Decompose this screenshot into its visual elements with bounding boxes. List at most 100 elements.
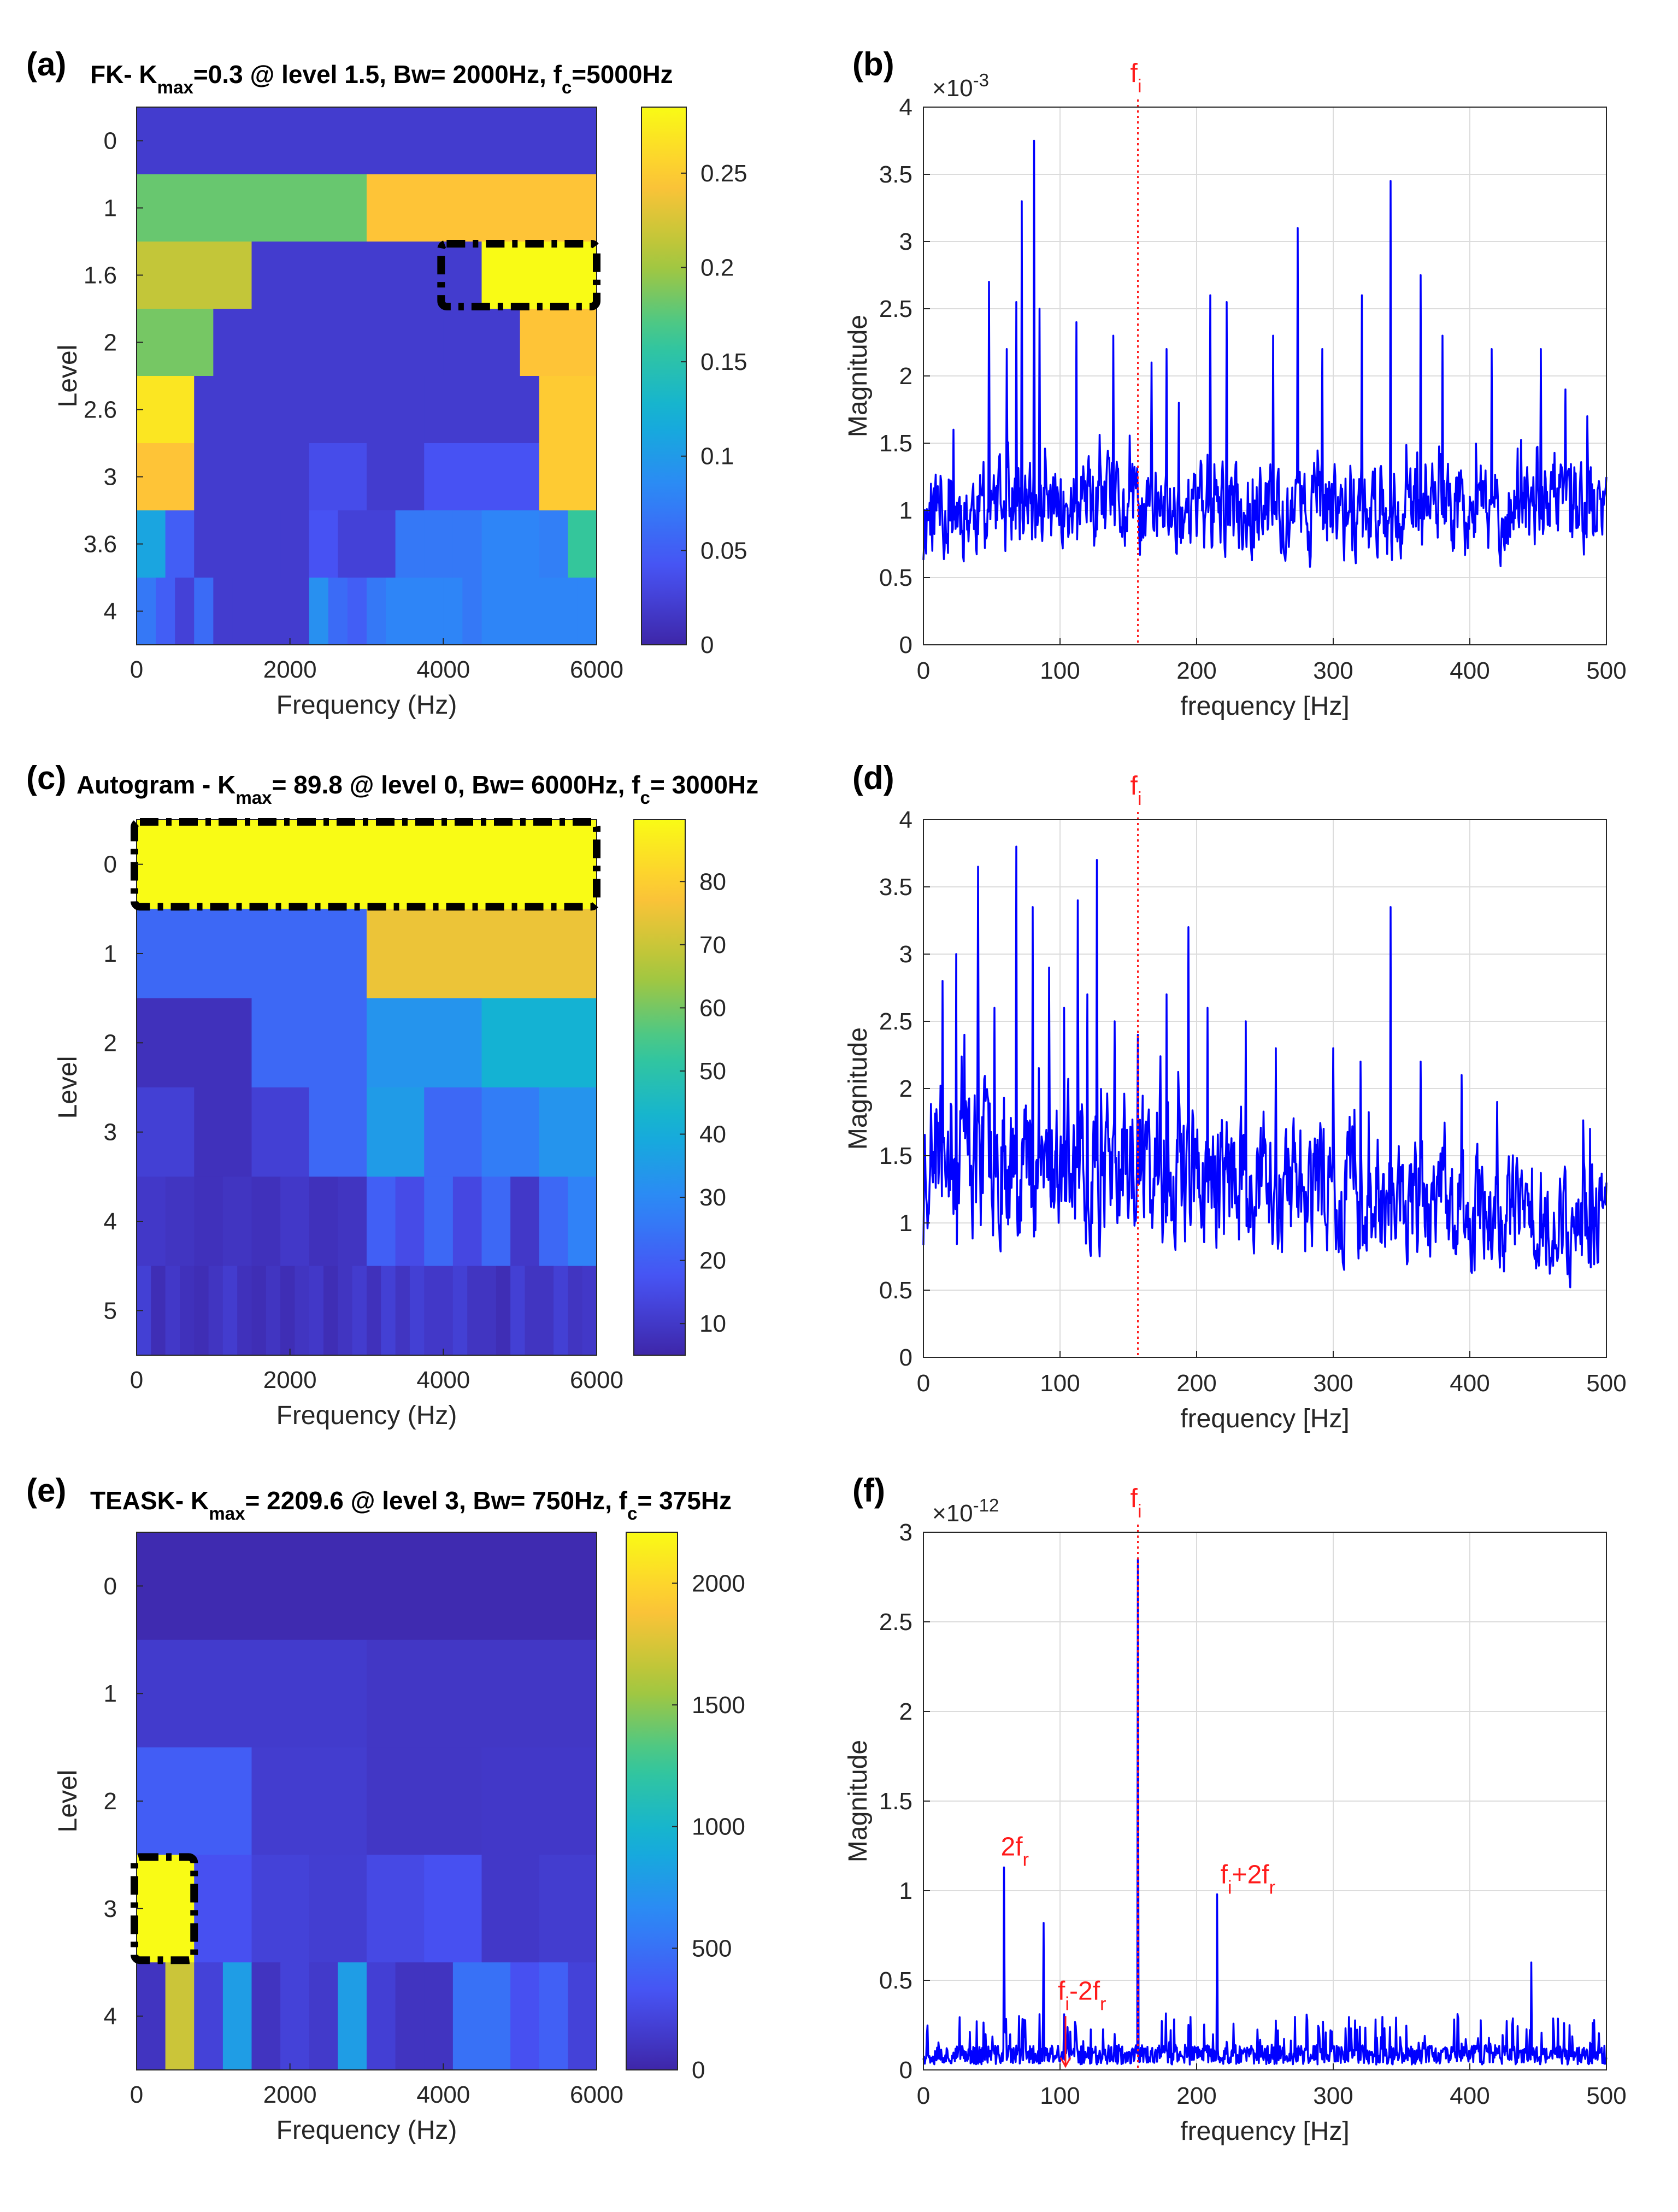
heatmap-cell [367,1855,425,1963]
text-part: =0.3 @ level 1.5, Bw= 2000Hz, f [193,60,562,89]
y-tick-label: 2.5 [879,296,912,322]
heatmap-cell [156,578,175,645]
x-tick-label: 2000 [263,656,317,683]
subscript: i [1065,1993,1069,2014]
y-tick-label: 1 [899,497,912,524]
heatmap-cell [232,578,252,645]
x-tick-label: 6000 [570,656,623,683]
heatmap-cell [251,376,310,444]
heatmap-cell [347,578,367,645]
x-tick-label: 6000 [570,2081,623,2108]
y-tick-label: 3 [104,464,117,491]
heatmap-cell [137,998,252,1088]
heatmap-cell [137,1087,195,1177]
subscript: c [562,78,572,98]
heatmap-cell [165,1266,180,1356]
heatmap-cell [452,1962,482,2070]
heatmap-cell [510,1266,526,1356]
x-tick-label: 4000 [416,2081,470,2108]
heatmap-cell [137,1747,252,1855]
heatmap-frame [136,107,597,645]
heatmap-cell [137,443,195,511]
x-tick-label: 200 [1176,2082,1216,2109]
heatmap-cell [367,578,386,645]
colorbar-tick-label: 50 [699,1058,726,1085]
colorbar-tick-label: 10 [699,1310,726,1337]
y-tick-label: 3.5 [879,161,912,188]
heatmap-cell [395,1266,410,1356]
heatmap-cell [194,1176,223,1267]
heatmap-cell [137,820,597,909]
annotation-label: fi+2fr [1221,1861,1276,1898]
heatmap-cell [424,1176,454,1267]
heatmap-cell [290,578,310,645]
heatmap-cell [208,1266,223,1356]
heatmap-cell [137,242,252,309]
y-axis-label: Level [54,345,83,408]
y-tick-label: 0 [899,1344,912,1371]
heatmap-cell [338,1266,353,1356]
x-tick-label: 4000 [416,656,470,683]
panel-label: (f) [852,1472,885,1509]
text-part: -2f [1069,1976,1100,2005]
heatmap-cell [582,1266,597,1356]
heatmap-cell [577,578,597,645]
x-tick-label: 2000 [263,1367,317,1393]
y-tick-label: 3 [899,228,912,255]
subscript: i [1138,1501,1142,1522]
heatmap-cell [481,1266,497,1356]
colorbar-tick-label: 0 [700,632,714,658]
heatmap-cell [424,1266,439,1356]
y-tick-label: 3.5 [879,874,912,901]
heatmap-cell [251,1747,367,1855]
panel-label: (b) [852,46,894,83]
heatmap-cell [251,1087,310,1177]
text-part: f [1131,1484,1138,1513]
colorbar-tick-label: 0.25 [700,160,747,187]
y-tick-label: 0 [104,1573,117,1599]
series-line [922,845,1608,1289]
y-tick-label: 1 [104,1680,117,1707]
x-tick-label: 200 [1176,1370,1216,1397]
annotation-label: 2fr [1001,1832,1029,1870]
heatmap-cell [338,1176,367,1267]
heatmap-cell [309,376,367,444]
heatmap-cell [175,578,195,645]
heatmap-cell [510,1962,540,2070]
subscript: max [235,788,272,808]
colorbar-tick-label: 1500 [692,1692,745,1719]
heatmap-cell [539,1266,554,1356]
heatmap-cell [452,1266,468,1356]
marker-label: fi [1131,1484,1142,1522]
heatmap-cell [496,1266,511,1356]
heatmap-cell [443,578,463,645]
heatmap-cell [539,443,597,511]
annotation-label: fi-2fr [1058,1976,1106,2014]
x-tick-label: 0 [130,2081,143,2108]
heatmap-cell [290,309,367,376]
text-part: = 375Hz [637,1486,732,1515]
heatmap-cell [194,1962,223,2070]
y-tick-label: 1.5 [879,1788,912,1815]
heatmap-cell [165,1962,195,2070]
y-tick-label: 1.5 [879,1143,912,1169]
y-tick-label: 4 [104,1208,117,1235]
y-tick-label: 2.5 [879,1609,912,1636]
heatmap-cell [280,1962,310,2070]
heatmap-cell [352,1266,367,1356]
heatmap-cell [539,1855,597,1963]
text-part: f [1221,1861,1228,1890]
heatmap-cell [137,174,367,242]
y-tick-label: 2 [899,363,912,390]
y-tick-label: 3.6 [84,531,117,558]
heatmap-cell [558,578,578,645]
text-part: 2f [1001,1832,1023,1861]
heatmap-cell [338,510,367,578]
x-tick-label: 0 [130,1367,143,1393]
subscript: i [1138,76,1142,97]
heatmap-cell [295,1266,310,1356]
subscript: r [1100,1993,1106,2014]
colorbar-tick-label: 80 [699,868,726,895]
text-part: =5000Hz [572,60,673,89]
x-tick-label: 300 [1313,1370,1353,1397]
